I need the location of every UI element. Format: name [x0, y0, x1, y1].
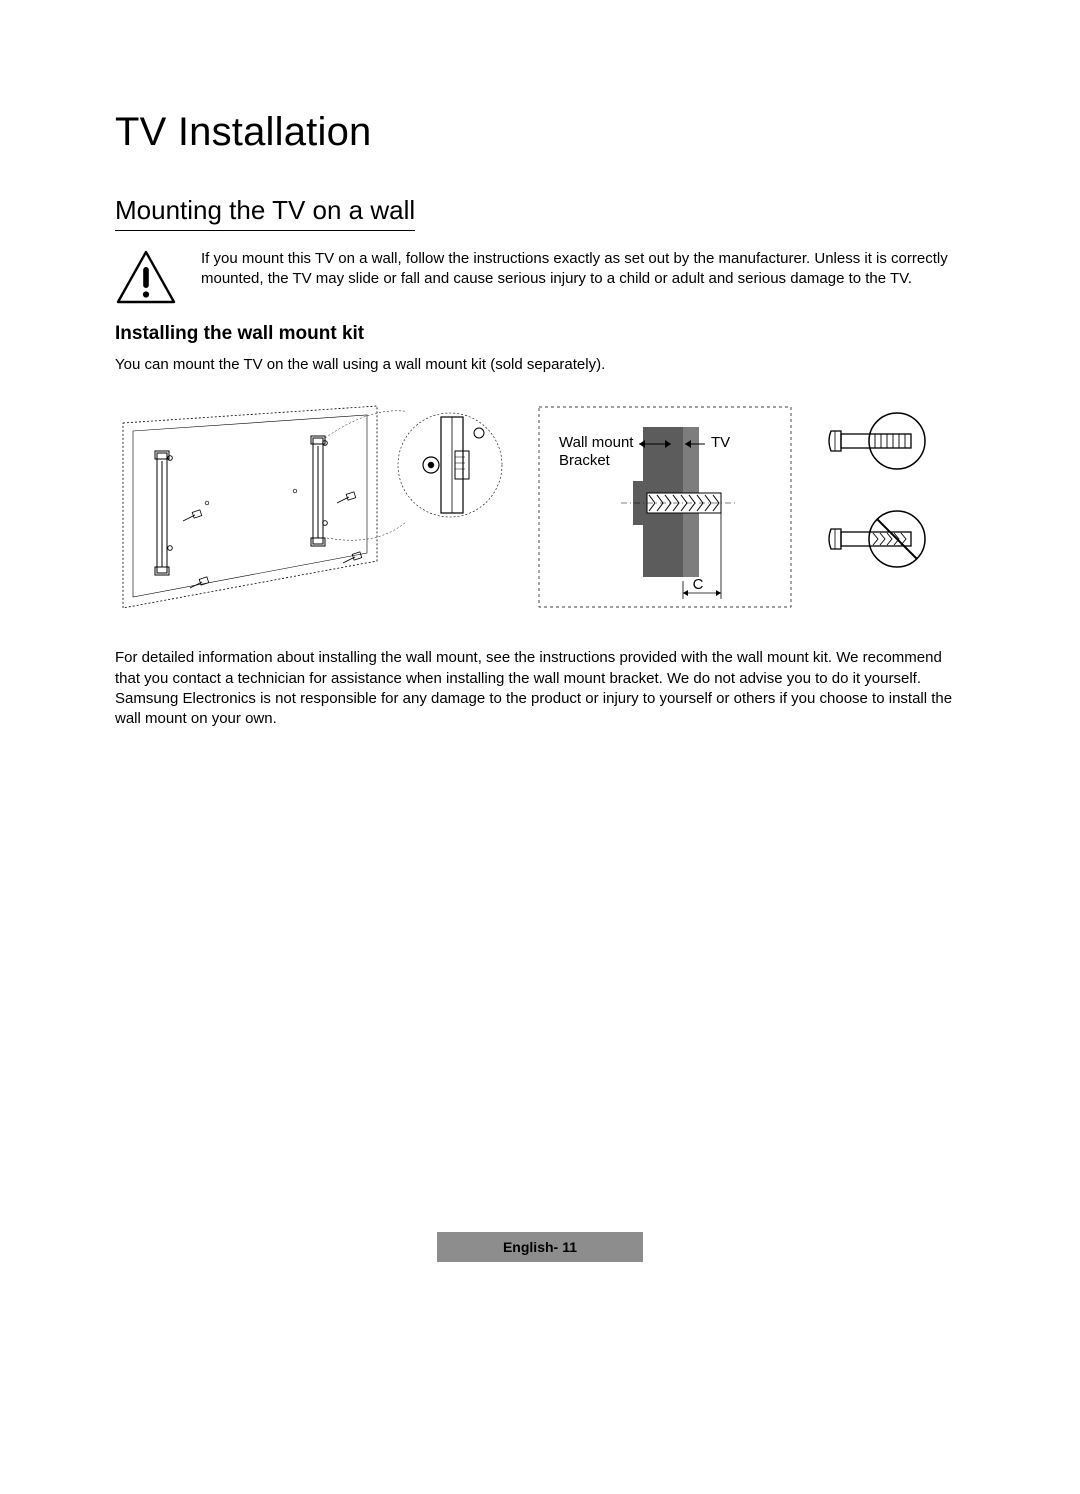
diagram-row: Wall mount Bracket TV C: [115, 403, 965, 618]
label-wall-mount-2: Bracket: [559, 452, 611, 469]
bolt-correct-incorrect: [825, 403, 935, 618]
bracket-detail-circle: [395, 403, 505, 618]
warning-text: If you mount this TV on a wall, follow t…: [201, 249, 965, 290]
after-paragraph: For detailed information about installin…: [115, 648, 965, 729]
intro-paragraph: You can mount the TV on the wall using a…: [115, 355, 965, 375]
tv-perspective-diagram: [115, 403, 405, 618]
label-tv: TV: [711, 434, 730, 451]
cross-section-diagram: Wall mount Bracket TV C: [535, 403, 795, 618]
footer-sep: -: [554, 1239, 559, 1255]
section-heading: Mounting the TV on a wall: [115, 195, 415, 231]
footer-page: 11: [562, 1239, 577, 1255]
subheading: Installing the wall mount kit: [115, 323, 965, 345]
warning-icon: [115, 249, 177, 305]
footer-language: English: [503, 1239, 554, 1255]
label-wall-mount-1: Wall mount: [559, 434, 634, 451]
page-footer: English - 11: [437, 1232, 643, 1262]
page-title: TV Installation: [115, 110, 965, 155]
warning-row: If you mount this TV on a wall, follow t…: [115, 249, 965, 305]
label-c: C: [693, 576, 704, 593]
